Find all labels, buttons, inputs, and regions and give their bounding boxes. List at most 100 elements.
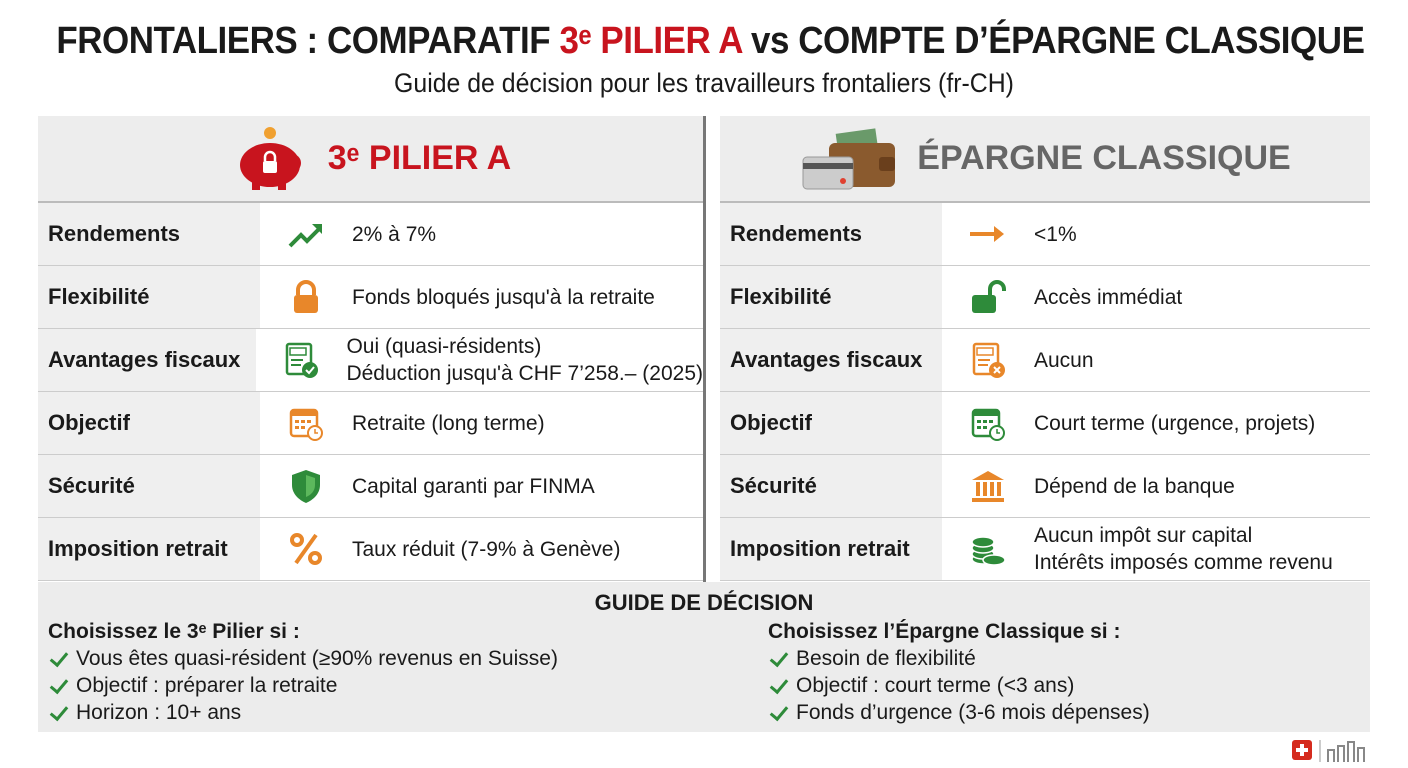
row-icon bbox=[942, 455, 1034, 517]
icon bbox=[970, 226, 1004, 242]
row-label: Rendements bbox=[38, 203, 260, 265]
divider bbox=[703, 116, 706, 582]
icon bbox=[294, 280, 318, 313]
value-line: Aucun bbox=[1034, 348, 1094, 372]
row-value: Aucun impôt sur capital Intérêts imposés … bbox=[1034, 518, 1333, 580]
value-line: Intérêts imposés comme revenu bbox=[1034, 551, 1333, 574]
comparison-row: Objectif Court terme (urgence, projets) bbox=[720, 392, 1370, 455]
guide-title: GUIDE DE DÉCISION bbox=[594, 590, 814, 615]
comparison-row: Rendements <1% bbox=[720, 203, 1370, 266]
value-line: Taux réduit (7-9% à Genève) bbox=[352, 537, 621, 561]
icon bbox=[288, 224, 322, 248]
row-label: Flexibilité bbox=[720, 266, 942, 328]
row-icon bbox=[942, 518, 1034, 580]
title: FRONTALIERS : COMPARATIF 3ᵉ PILIER A vs … bbox=[56, 20, 1365, 63]
icon bbox=[972, 280, 1006, 313]
value-line: Aucun impôt sur capital bbox=[1034, 524, 1253, 547]
row-label: Sécurité bbox=[38, 455, 260, 517]
comparison-row: Flexibilité Accès immédiat bbox=[720, 266, 1370, 329]
column-title: ÉPARGNE CLASSIQUE bbox=[917, 139, 1291, 177]
icon bbox=[289, 408, 323, 441]
comparison-row: Avantages fiscaux Oui (quasi-résidents) Dé… bbox=[38, 329, 703, 392]
guide-heading: Choisissez l’Épargne Classique si : bbox=[768, 620, 1121, 643]
row-label: Avantages fiscaux bbox=[720, 329, 942, 391]
decision-guide: GUIDE DE DÉCISION Choisissez le 3ᵉ Pilie… bbox=[38, 582, 1370, 732]
row-label: Flexibilité bbox=[38, 266, 260, 328]
title-highlight: 3ᵉ PILIER A bbox=[559, 20, 742, 62]
row-value: <1% bbox=[1034, 203, 1077, 265]
comparison-row: Imposition retrait Aucun impôt sur capita… bbox=[720, 518, 1370, 581]
row-value: Fonds bloqués jusqu'à la retraite bbox=[352, 266, 655, 328]
comparison-row: Sécurité Dépend de la banque bbox=[720, 455, 1370, 518]
row-value: Taux réduit (7-9% à Genève) bbox=[352, 518, 620, 580]
row-value: Court terme (urgence, projets) bbox=[1034, 392, 1315, 454]
comparison-row: Flexibilité Fonds bloqués jusqu'à la retr… bbox=[38, 266, 703, 329]
value-line: <1% bbox=[1034, 222, 1077, 246]
icon bbox=[286, 342, 319, 378]
row-label: Objectif bbox=[38, 392, 260, 454]
row-icon bbox=[260, 455, 352, 517]
row-value: Capital garanti par FINMA bbox=[352, 455, 595, 517]
guide-item: Besoin de flexibilité bbox=[768, 645, 1150, 672]
comparison-row: Avantages fiscaux Aucun bbox=[720, 329, 1370, 392]
icon bbox=[972, 342, 1005, 378]
row-label: Objectif bbox=[720, 392, 942, 454]
piggy-icon bbox=[239, 126, 301, 190]
row-icon bbox=[260, 392, 352, 454]
row-label: Imposition retrait bbox=[38, 518, 260, 580]
row-icon bbox=[260, 203, 352, 265]
guide-heading: Choisissez le 3ᵉ Pilier si : bbox=[48, 620, 300, 643]
comparison-row: Objectif Retraite (long terme) bbox=[38, 392, 703, 455]
guide-item: Vous êtes quasi-résident (≥90% revenus e… bbox=[48, 645, 558, 672]
row-label: Imposition retrait bbox=[720, 518, 942, 580]
row-icon bbox=[942, 266, 1034, 328]
row-value: Aucun bbox=[1034, 329, 1094, 391]
guide-left: Choisissez le 3ᵉ Pilier si : Vous êtes qu… bbox=[48, 618, 558, 726]
row-icon bbox=[256, 329, 346, 391]
value-line: Dépend de la banque bbox=[1034, 474, 1235, 498]
row-value: Accès immédiat bbox=[1034, 266, 1182, 328]
row-label: Sécurité bbox=[720, 455, 942, 517]
panel-right: ÉPARGNE CLASSIQUE Rendements <1% Flexibili… bbox=[720, 116, 1370, 582]
row-value: 2% à 7% bbox=[352, 203, 436, 265]
wallet-icon bbox=[802, 127, 896, 189]
column-header: ÉPARGNE CLASSIQUE bbox=[720, 116, 1370, 203]
panel-left: 3ᵉ PILIER A Rendements 2% à 7% Flexibilité… bbox=[38, 116, 703, 582]
value-line: 2% à 7% bbox=[352, 222, 437, 246]
title-part: vs COMPTE D’ÉPARGNE CLASSIQUE bbox=[741, 20, 1365, 62]
column-title: 3ᵉ PILIER A bbox=[327, 139, 512, 177]
row-label: Avantages fiscaux bbox=[38, 329, 257, 391]
guide-item: Horizon : 10+ ans bbox=[48, 699, 558, 726]
value-line: Retraite (long terme) bbox=[352, 411, 545, 435]
value-line: Accès immédiat bbox=[1034, 285, 1183, 309]
title-part: FRONTALIERS : COMPARATIF bbox=[56, 20, 560, 62]
comparison-row: Sécurité Capital garanti par FINMA bbox=[38, 455, 703, 518]
row-value: Dépend de la banque bbox=[1034, 455, 1235, 517]
row-icon bbox=[260, 266, 352, 328]
guide-right: Choisissez l’Épargne Classique si : Besoi… bbox=[768, 618, 1150, 726]
subtitle: Guide de décision pour les travailleurs … bbox=[394, 68, 1014, 98]
icon bbox=[292, 470, 320, 503]
guide-item: Objectif : court terme (<3 ans) bbox=[768, 672, 1150, 699]
value-line: Capital garanti par FINMA bbox=[352, 474, 595, 498]
comparison-row: Rendements 2% à 7% bbox=[38, 203, 703, 266]
guide-item: Objectif : préparer la retraite bbox=[48, 672, 558, 699]
icon bbox=[972, 471, 1004, 502]
column-header: 3ᵉ PILIER A bbox=[38, 116, 703, 203]
comparison-row: Imposition retrait Taux réduit (7-9% à Ge… bbox=[38, 518, 703, 581]
value-line: Oui (quasi-résidents) bbox=[346, 335, 542, 358]
guide-item: Fonds d’urgence (3-6 mois dépenses) bbox=[768, 699, 1150, 726]
value-line: Court terme (urgence, projets) bbox=[1034, 411, 1316, 435]
row-icon bbox=[260, 518, 352, 580]
footer-logo bbox=[1292, 740, 1365, 762]
row-value: Oui (quasi-résidents) Déduction jusqu'à C… bbox=[346, 329, 703, 391]
icon bbox=[290, 533, 322, 565]
row-icon bbox=[942, 329, 1034, 391]
icon bbox=[971, 536, 1006, 566]
row-label: Rendements bbox=[720, 203, 942, 265]
icon bbox=[971, 408, 1005, 441]
row-icon bbox=[942, 203, 1034, 265]
row-value: Retraite (long terme) bbox=[352, 392, 545, 454]
row-icon bbox=[942, 392, 1034, 454]
